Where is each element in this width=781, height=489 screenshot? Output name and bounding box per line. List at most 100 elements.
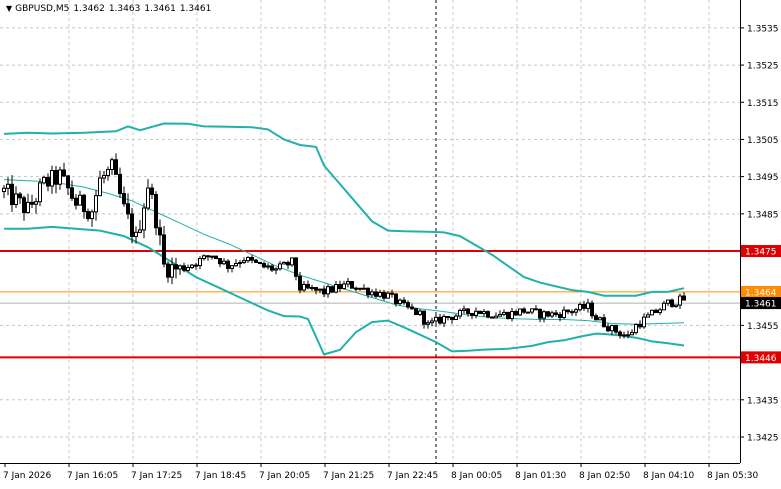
candle-body	[78, 194, 82, 206]
candle-body	[50, 170, 54, 187]
candle-body	[610, 325, 614, 332]
candle-body	[66, 175, 70, 189]
candle-body	[278, 263, 282, 270]
candle-body	[490, 316, 494, 319]
candle-body	[178, 265, 182, 270]
candle-body	[482, 311, 486, 315]
low-value: 1.3461	[144, 4, 176, 14]
candle-body	[398, 299, 402, 305]
candle-body	[210, 255, 214, 258]
candle-body	[106, 169, 110, 177]
candle-body	[18, 193, 22, 199]
candle-body	[570, 311, 574, 314]
candle-body	[298, 275, 302, 291]
candle-body	[494, 315, 498, 319]
candle-body	[502, 311, 506, 315]
candle-body	[86, 211, 90, 220]
candle-body	[462, 308, 466, 311]
candle-body	[258, 261, 262, 264]
candle-body	[330, 286, 334, 293]
candle-body	[366, 287, 370, 296]
candle-body	[82, 194, 86, 213]
y-tick-label: 1.3525	[747, 62, 779, 72]
candle-body	[586, 302, 590, 309]
candle-body	[190, 264, 194, 268]
candle-body	[358, 287, 362, 290]
candle-body	[526, 311, 530, 314]
candle-body	[242, 260, 246, 264]
candle-body	[262, 262, 266, 268]
candle-body	[146, 187, 150, 209]
candle-body	[362, 287, 366, 290]
candle-body	[434, 316, 438, 322]
candle-body	[550, 312, 554, 317]
candle-body	[58, 169, 62, 185]
candle-body	[162, 234, 166, 265]
candle-body	[238, 262, 242, 265]
candle-body	[422, 310, 426, 325]
candle-body	[294, 257, 298, 277]
candle-body	[322, 288, 326, 295]
candle-body	[222, 260, 226, 265]
candle-body	[350, 281, 354, 289]
y-tick-label: 1.3485	[747, 210, 779, 220]
level-price-tag	[741, 245, 781, 258]
ask-price-tag	[741, 285, 781, 298]
candle-body	[346, 281, 350, 285]
candle-body	[158, 227, 162, 236]
candle-body	[418, 310, 422, 316]
candle-body	[38, 182, 42, 203]
candle-body	[630, 332, 634, 336]
candle-body	[94, 195, 98, 213]
candle-body	[122, 193, 126, 205]
candle-body	[206, 255, 210, 258]
price-tag-label: 1.3475	[745, 248, 777, 258]
candle-body	[30, 201, 34, 205]
x-tick-label: 7 Jan 2026	[3, 471, 51, 481]
candle-body	[90, 211, 94, 220]
candle-body	[658, 309, 662, 314]
candle-body	[202, 255, 206, 260]
candle-body	[454, 315, 458, 321]
x-tick-label: 8 Jan 02:50	[579, 471, 631, 481]
candle-body	[534, 308, 538, 311]
candle-body	[590, 302, 594, 317]
candle-body	[282, 261, 286, 265]
price-tag-label: 1.3461	[745, 300, 777, 310]
triangle-down-icon[interactable]: ▼	[6, 4, 13, 13]
candle-body	[170, 264, 174, 278]
candle-body	[662, 302, 666, 311]
candle-body	[466, 308, 470, 314]
candle-body	[446, 315, 450, 318]
candle-body	[458, 309, 462, 317]
bid-price-tag	[741, 297, 781, 310]
chart-header: ▼ GBPUSD,M5 1.3462 1.3463 1.3461 1.3461	[6, 4, 211, 14]
x-tick-label: 7 Jan 18:45	[195, 471, 246, 481]
candle-body	[370, 291, 374, 296]
candle-body	[538, 308, 542, 319]
x-tick-label: 8 Jan 05:30	[707, 471, 759, 481]
candle-body	[154, 193, 158, 229]
candle-body	[310, 287, 314, 290]
candle-body	[402, 299, 406, 304]
candle-body	[54, 170, 58, 185]
candle-body	[198, 258, 202, 267]
candle-body	[598, 317, 602, 321]
candle-body	[390, 292, 394, 295]
upper-band-line	[3, 122, 685, 297]
candle-body	[286, 261, 290, 266]
candle-body	[614, 325, 618, 333]
candle-body	[270, 265, 274, 271]
candle-body	[594, 315, 598, 321]
candle-body	[578, 304, 582, 311]
price-tag-label: 1.3464	[745, 288, 777, 298]
y-tick-label: 1.3455	[747, 322, 779, 332]
candle-body	[506, 311, 510, 320]
candle-body	[174, 264, 178, 270]
candle-body	[130, 213, 134, 237]
candle-body	[410, 306, 414, 310]
candle-body	[478, 310, 482, 315]
